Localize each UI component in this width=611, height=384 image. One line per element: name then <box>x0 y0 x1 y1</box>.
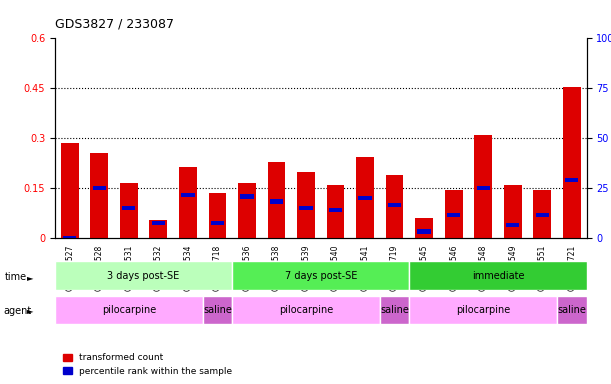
Bar <box>388 203 401 207</box>
Bar <box>63 236 76 240</box>
Bar <box>208 193 226 238</box>
Bar <box>565 178 579 182</box>
Text: agent: agent <box>3 306 31 316</box>
Text: time: time <box>5 272 27 282</box>
Bar <box>297 172 315 238</box>
Bar <box>232 296 380 324</box>
Bar <box>474 135 492 238</box>
Bar <box>181 193 194 197</box>
Bar <box>445 190 463 238</box>
Text: saline: saline <box>380 305 409 315</box>
Bar <box>90 153 108 238</box>
Text: pilocarpine: pilocarpine <box>279 305 333 315</box>
Text: 3 days post-SE: 3 days post-SE <box>108 270 180 281</box>
Bar <box>329 208 342 212</box>
Bar <box>536 213 549 217</box>
Bar <box>415 218 433 238</box>
Bar <box>327 185 345 238</box>
Bar <box>477 186 490 190</box>
Text: saline: saline <box>203 305 232 315</box>
Bar <box>120 183 137 238</box>
Text: pilocarpine: pilocarpine <box>456 305 510 315</box>
Bar <box>409 296 557 324</box>
Bar <box>506 223 519 227</box>
Bar <box>563 87 580 238</box>
Bar <box>417 229 431 233</box>
Bar <box>270 199 283 204</box>
Text: ►: ► <box>27 306 34 316</box>
Bar <box>55 261 232 290</box>
Bar <box>55 296 203 324</box>
Bar <box>238 183 256 238</box>
Bar <box>409 261 587 290</box>
Bar <box>557 296 587 324</box>
Text: saline: saline <box>557 305 586 315</box>
Text: 7 days post-SE: 7 days post-SE <box>285 270 357 281</box>
Bar <box>150 220 167 238</box>
Bar <box>268 162 285 238</box>
Bar <box>386 175 403 238</box>
Bar <box>203 296 232 324</box>
Bar <box>93 186 106 190</box>
Text: GDS3827 / 233087: GDS3827 / 233087 <box>55 17 174 30</box>
Bar <box>299 206 313 210</box>
Bar <box>504 185 522 238</box>
Text: pilocarpine: pilocarpine <box>101 305 156 315</box>
Bar <box>356 157 374 238</box>
Bar <box>152 221 165 225</box>
Text: immediate: immediate <box>472 270 524 281</box>
Legend: transformed count, percentile rank within the sample: transformed count, percentile rank withi… <box>59 350 236 379</box>
Bar <box>211 221 224 225</box>
Bar <box>179 167 197 238</box>
Text: ►: ► <box>27 273 34 282</box>
Bar <box>380 296 409 324</box>
Bar <box>232 261 409 290</box>
Bar <box>359 196 371 200</box>
Bar <box>61 143 79 238</box>
Bar <box>122 206 136 210</box>
Bar <box>240 194 254 199</box>
Bar <box>533 190 551 238</box>
Bar <box>447 213 460 217</box>
